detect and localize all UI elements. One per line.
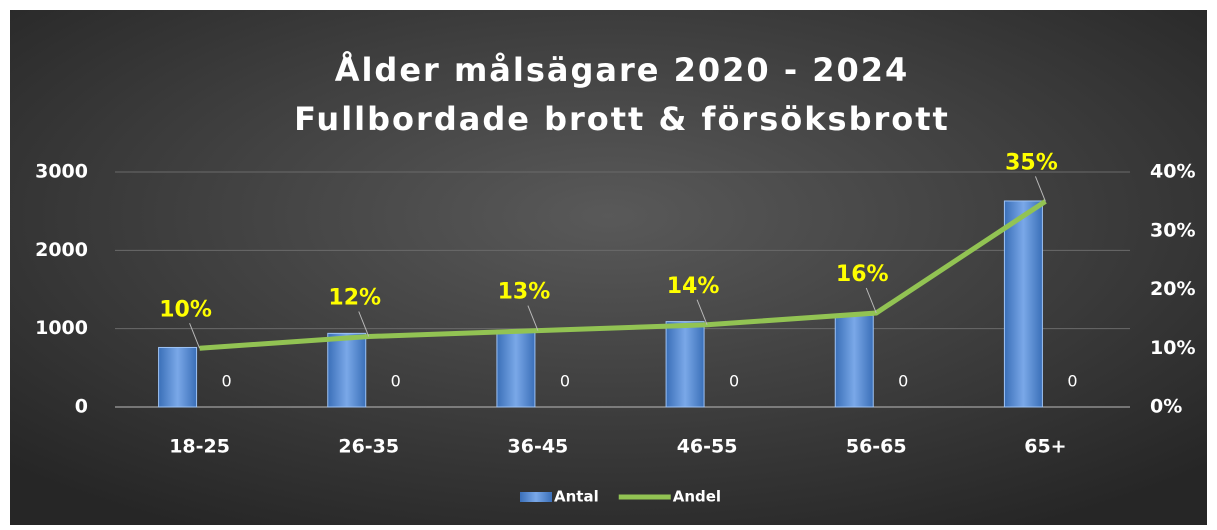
leader-line bbox=[865, 287, 877, 314]
bar bbox=[327, 332, 367, 408]
data-label: 0 bbox=[1067, 372, 1077, 391]
y-tick-label: 2000 bbox=[35, 239, 88, 261]
x-tick-label: 26-35 bbox=[338, 436, 399, 458]
y-tick-label: 3000 bbox=[35, 161, 88, 183]
data-label: 12% bbox=[328, 286, 381, 311]
x-tick-label: 36-45 bbox=[508, 436, 569, 458]
data-label: 35% bbox=[1005, 150, 1058, 175]
chart-title: Fullbordade brott & försöksbrott bbox=[294, 100, 950, 138]
data-label: 10% bbox=[159, 297, 212, 322]
y2-tick-label: 0% bbox=[1150, 396, 1182, 418]
x-tick-label: 18-25 bbox=[169, 436, 230, 458]
bar bbox=[496, 329, 536, 408]
bar bbox=[158, 346, 198, 408]
data-label: 13% bbox=[498, 280, 551, 305]
data-label: 0 bbox=[729, 372, 739, 391]
x-tick-label: 65+ bbox=[1024, 436, 1066, 458]
legend-swatch bbox=[520, 492, 552, 502]
leader-line bbox=[189, 323, 201, 349]
leader-line bbox=[358, 311, 370, 337]
bar bbox=[1003, 200, 1043, 408]
data-label: 0 bbox=[221, 372, 231, 391]
y2-tick-label: 40% bbox=[1150, 161, 1195, 183]
legend-label: Antal bbox=[554, 488, 599, 506]
legend-label: Andel bbox=[673, 488, 721, 506]
y-tick-label: 0 bbox=[75, 396, 88, 418]
bar bbox=[665, 321, 705, 408]
data-label: 0 bbox=[560, 372, 570, 391]
y2-tick-label: 20% bbox=[1150, 278, 1195, 300]
chart-title: Ålder målsägare 2020 - 2024 bbox=[335, 51, 910, 89]
line-series bbox=[199, 199, 1047, 351]
leader-line bbox=[1034, 176, 1046, 202]
leader-line bbox=[527, 305, 539, 331]
x-tick-label: 56-65 bbox=[846, 436, 907, 458]
data-label: 16% bbox=[836, 262, 889, 287]
data-label: 0 bbox=[391, 372, 401, 391]
y2-tick-label: 10% bbox=[1150, 337, 1195, 359]
data-label: 14% bbox=[667, 274, 720, 299]
x-tick-label: 46-55 bbox=[677, 436, 738, 458]
data-label: 0 bbox=[898, 372, 908, 391]
bar bbox=[834, 314, 874, 408]
y-tick-label: 1000 bbox=[35, 317, 88, 339]
leader-line bbox=[696, 299, 708, 325]
y2-tick-label: 30% bbox=[1150, 219, 1195, 241]
